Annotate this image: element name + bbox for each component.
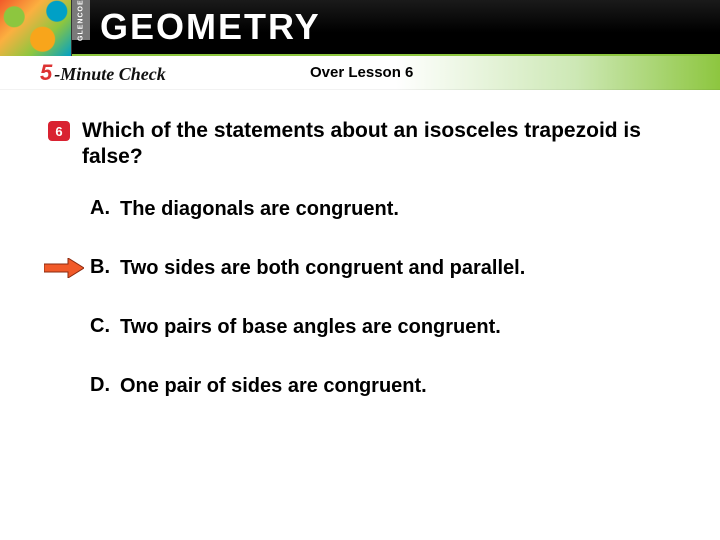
option-letter: D. (90, 374, 120, 397)
five-text: -Minute Check (54, 64, 166, 85)
decorative-swirl (0, 0, 72, 56)
option-text: Two pairs of base angles are congruent. (120, 315, 501, 340)
option-text: The diagonals are congruent. (120, 197, 399, 222)
answer-arrow-icon (44, 258, 84, 278)
book-title: GEOMETRY (100, 6, 321, 48)
over-lesson-label: Over Lesson 6 (310, 64, 413, 81)
option-letter: A. (90, 197, 120, 220)
publisher-tab: GLENCOE (72, 0, 90, 40)
options-list: A. The diagonals are congruent. B. Two s… (48, 197, 660, 399)
question-text: Which of the statements about an isoscel… (82, 118, 660, 171)
option-a[interactable]: A. The diagonals are congruent. (90, 197, 660, 222)
subheader-bar: 5 -Minute Check Over Lesson 6 (0, 56, 720, 90)
question-number-badge: 6 (48, 121, 70, 141)
option-letter: B. (90, 256, 120, 279)
content-area: 6 Which of the statements about an isosc… (0, 90, 720, 453)
five-minute-check-label: 5 -Minute Check (40, 60, 166, 86)
option-c[interactable]: C. Two pairs of base angles are congruen… (90, 315, 660, 340)
option-letter: C. (90, 315, 120, 338)
five-number: 5 (40, 60, 52, 86)
option-text: One pair of sides are congruent. (120, 374, 427, 399)
option-text: Two sides are both congruent and paralle… (120, 256, 525, 281)
option-b[interactable]: B. Two sides are both congruent and para… (90, 256, 660, 281)
question-row: 6 Which of the statements about an isosc… (48, 118, 660, 171)
header-bar: GLENCOE GEOMETRY (0, 0, 720, 56)
option-d[interactable]: D. One pair of sides are congruent. (90, 374, 660, 399)
